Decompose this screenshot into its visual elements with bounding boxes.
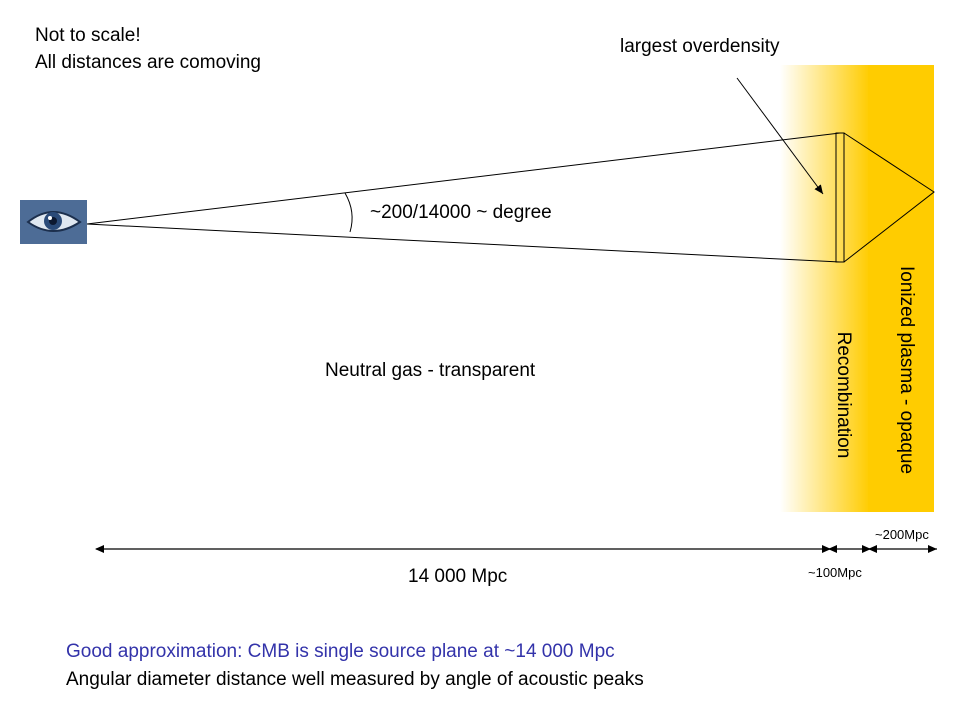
overdensity-arrow	[736, 77, 824, 195]
eye-icon	[20, 200, 87, 244]
footer-approximation: Good approximation: CMB is single source…	[66, 641, 615, 662]
recombination-band	[780, 65, 870, 512]
footer-angular-distance: Angular diameter distance well measured …	[66, 669, 644, 690]
neutral-gas-label: Neutral gas - transparent	[325, 360, 536, 381]
distance-100-label: ~100Mpc	[808, 565, 862, 580]
sight-line-top	[86, 132, 841, 225]
ionized-plasma-label: Ionized plasma - opaque	[896, 265, 917, 475]
distance-main-label: 14 000 Mpc	[408, 566, 508, 587]
scale-note: Not to scale! All distances are comoving	[35, 22, 261, 76]
scale-note-line2: All distances are comoving	[35, 52, 261, 73]
ionized-plasma-band	[868, 65, 934, 512]
recombination-label: Recombination	[833, 331, 854, 459]
angle-label: ~200/14000 ~ degree	[370, 202, 552, 223]
sight-line-bottom	[86, 223, 841, 263]
overdensity-box	[835, 132, 845, 263]
scale-note-line1: Not to scale!	[35, 25, 141, 46]
angle-arc	[344, 192, 353, 233]
overdensity-label: largest overdensity	[620, 36, 780, 57]
overdensity-triangle	[843, 132, 935, 263]
distance-200-label: ~200Mpc	[875, 527, 929, 542]
